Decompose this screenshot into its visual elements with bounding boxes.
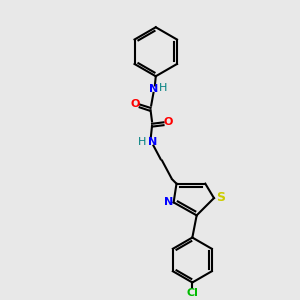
Text: S: S [216,191,225,204]
Text: Cl: Cl [186,288,198,298]
Text: N: N [164,197,173,207]
Text: N: N [149,84,158,94]
Text: H: H [138,137,147,147]
Text: H: H [158,83,167,93]
Text: N: N [148,137,158,147]
Text: O: O [164,117,173,127]
Text: O: O [130,100,140,110]
